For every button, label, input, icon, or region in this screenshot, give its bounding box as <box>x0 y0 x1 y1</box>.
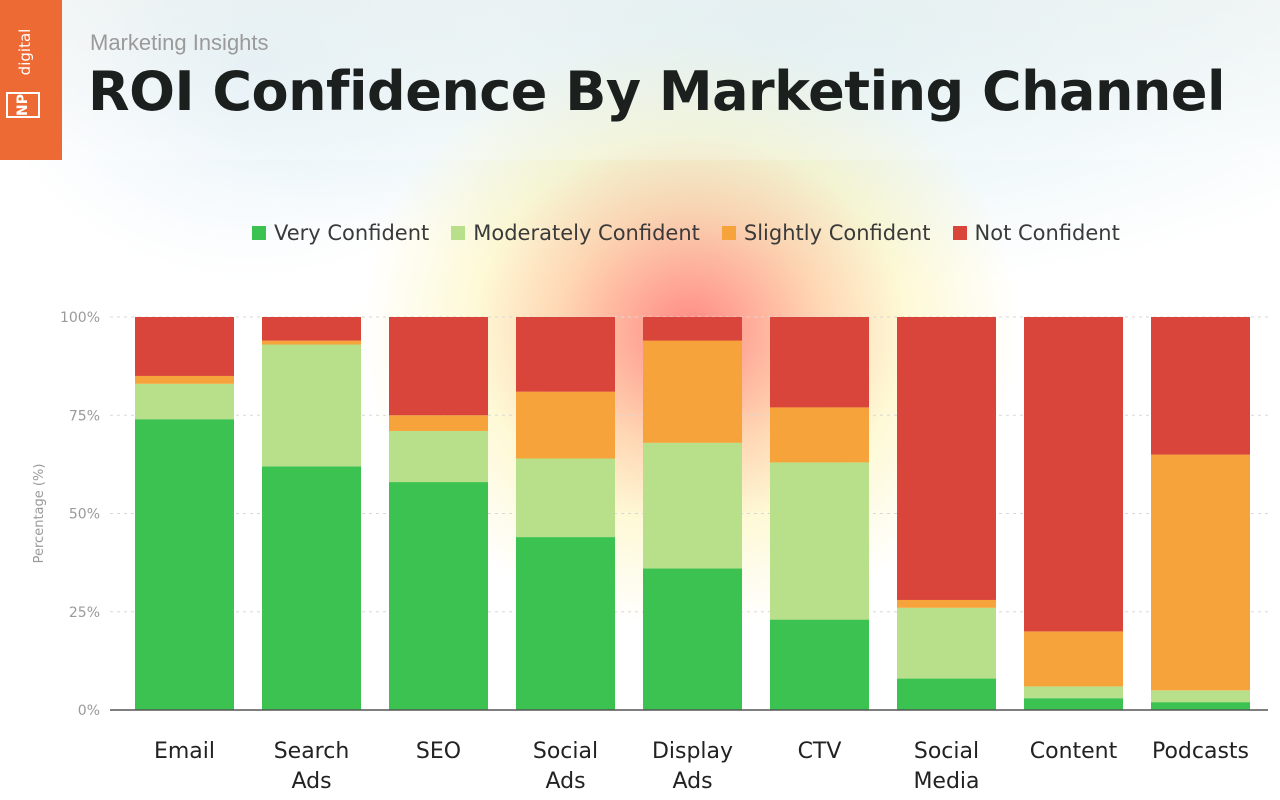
bar-segment-moderately-confident <box>389 430 488 483</box>
bar-segment-slightly-confident <box>643 340 742 443</box>
bar-segment-slightly-confident <box>1151 454 1250 691</box>
legend-swatch-very <box>252 226 266 240</box>
bar-segment-very-confident <box>135 419 234 710</box>
legend-item-very: Very Confident <box>252 221 429 245</box>
bar-segment-moderately-confident <box>1151 690 1250 703</box>
y-tick-label: 75% <box>69 408 100 424</box>
bar-segment-moderately-confident <box>135 383 234 420</box>
bar-segment-slightly-confident <box>135 375 234 384</box>
legend-swatch-not <box>952 226 967 240</box>
bar-segment-not-confident <box>262 317 361 341</box>
bar-segment-very-confident <box>770 619 869 710</box>
bar-segment-very-confident <box>516 537 615 710</box>
legend-label-moderate: Moderately Confident <box>473 221 700 245</box>
legend-label-slight: Slightly Confident <box>743 221 931 245</box>
bar-segment-slightly-confident <box>897 599 996 608</box>
bar-segment-moderately-confident <box>1024 686 1123 699</box>
bar-segment-moderately-confident <box>643 442 742 569</box>
bar-segment-not-confident <box>897 317 996 600</box>
x-category-label: Podcasts <box>1152 739 1249 764</box>
page-title: ROI Confidence By Marketing Channel <box>88 60 1226 123</box>
chart-legend: Very Confident Moderately Confident Slig… <box>252 218 1120 248</box>
x-category-label: Email <box>154 739 215 764</box>
bar-segment-not-confident <box>516 317 615 392</box>
x-category-label: Media <box>913 769 979 794</box>
x-category-label: Display <box>652 739 733 764</box>
bar-segment-slightly-confident <box>770 407 869 463</box>
y-tick-label: 25% <box>69 605 100 621</box>
x-category-label: Social <box>914 739 979 764</box>
y-axis-label: Percentage (%) <box>32 464 47 564</box>
bar-segment-not-confident <box>643 317 742 341</box>
bar-segment-very-confident <box>643 568 742 710</box>
y-tick-label: 100% <box>60 310 100 326</box>
bar-segment-very-confident <box>897 678 996 710</box>
x-category-label: SEO <box>416 739 461 764</box>
x-category-label: Content <box>1030 739 1118 764</box>
bar-segment-very-confident <box>1151 702 1250 710</box>
y-tick-label: 50% <box>69 507 100 523</box>
bar-segment-slightly-confident <box>389 415 488 431</box>
bar-segment-moderately-confident <box>897 607 996 679</box>
legend-item-slight: Slightly Confident <box>721 221 931 245</box>
bar-segment-slightly-confident <box>262 340 361 345</box>
header-band <box>0 0 1280 160</box>
bar-segment-very-confident <box>389 482 488 710</box>
bar-segment-moderately-confident <box>770 462 869 620</box>
x-category-label: Search <box>274 739 350 764</box>
x-category-label: Social <box>533 739 598 764</box>
bar-segment-not-confident <box>389 317 488 416</box>
bar-segment-not-confident <box>1151 317 1250 455</box>
legend-item-moderate: Moderately Confident <box>451 221 700 245</box>
legend-swatch-moderate <box>451 226 466 240</box>
bar-segment-moderately-confident <box>262 344 361 467</box>
x-category-label: Ads <box>291 769 331 794</box>
legend-label-very: Very Confident <box>274 221 430 245</box>
eyebrow-label: Marketing Insights <box>90 30 269 55</box>
x-category-label: Ads <box>545 769 585 794</box>
bar-segment-not-confident <box>1024 317 1123 632</box>
legend-swatch-slight <box>721 226 736 240</box>
bar-segment-very-confident <box>262 466 361 710</box>
bar-segment-slightly-confident <box>1024 631 1123 687</box>
bar-segment-slightly-confident <box>516 391 615 459</box>
x-category-label: Ads <box>672 769 712 794</box>
bar-segment-not-confident <box>770 317 869 408</box>
brand-logo: digital NP <box>0 0 62 160</box>
bar-segment-very-confident <box>1024 698 1123 710</box>
bar-segment-not-confident <box>135 317 234 376</box>
legend-item-not: Not Confident <box>952 221 1120 245</box>
bar-segment-moderately-confident <box>516 458 615 538</box>
y-tick-label: 0% <box>78 703 100 719</box>
legend-label-not: Not Confident <box>974 221 1120 245</box>
x-category-label: CTV <box>798 739 842 764</box>
